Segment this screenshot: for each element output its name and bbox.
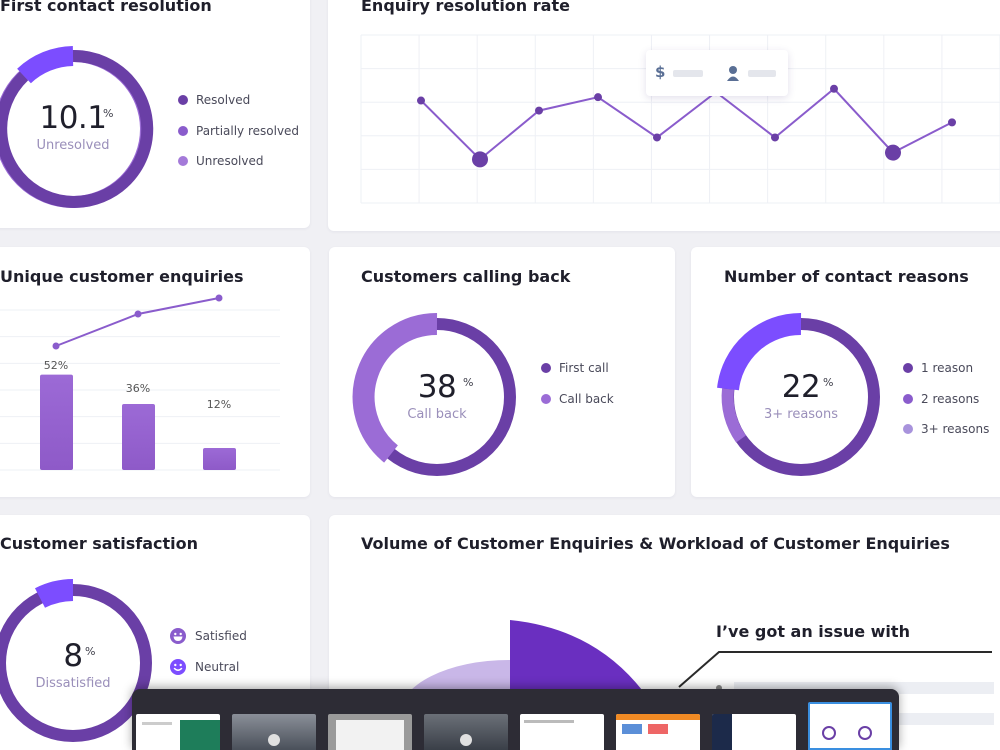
data-point: [830, 84, 838, 93]
data-point: [535, 106, 543, 115]
legend-item-first-call[interactable]: First call: [541, 353, 614, 384]
first-contact-center: 10.1 Unresolved: [13, 100, 133, 153]
calling-back-card: Customers calling back 38 Call back % Fi…: [329, 247, 675, 497]
cumulative-line: [55, 297, 220, 347]
calling-back-unit: %: [463, 376, 474, 389]
donut-resolved-segment: [0, 49, 154, 208]
legend-item-2-reasons[interactable]: 2 reasons: [903, 384, 989, 415]
tooltip-bar-2: [748, 70, 776, 77]
first-contact-card: First contact resolution 10.1 Unresolved…: [0, 0, 310, 228]
unique-enquiries-card: Unique customer enquiries 52% 36% 12%: [0, 247, 310, 497]
satisfaction-title: Customer satisfaction: [0, 534, 199, 553]
window-thumbnail-8-active[interactable]: [808, 702, 892, 750]
legend-item-neutral[interactable]: Neutral: [170, 652, 247, 683]
window-thumbnail-6[interactable]: [616, 714, 700, 750]
window-thumbnail-3[interactable]: [328, 714, 412, 750]
grin-icon: [170, 628, 186, 645]
legend-item-1-reason[interactable]: 1 reason: [903, 353, 989, 384]
donut-unresolved-segment: [17, 46, 74, 84]
first-contact-value: 10.1: [39, 100, 107, 136]
calling-back-donut: [352, 312, 516, 476]
cumulative-point: [134, 310, 142, 318]
dollar-icon: $: [655, 63, 666, 81]
user-icon: [727, 66, 739, 81]
cumulative-point: [52, 342, 60, 350]
legend-item-call-back[interactable]: Call back: [541, 384, 614, 415]
series-line: [420, 87, 953, 161]
bar: [203, 448, 236, 470]
first-contact-unit: %: [103, 107, 114, 120]
smile-icon: [170, 658, 186, 675]
window-thumbnail-7[interactable]: [712, 714, 796, 750]
donut-3-reasons-segment: [717, 312, 802, 391]
contact-reasons-value: 22: [781, 369, 821, 405]
calling-back-legend: First call Call back: [541, 353, 614, 414]
first-contact-donut: [0, 46, 154, 208]
first-contact-sublabel: Unresolved: [36, 138, 110, 153]
calling-back-center: 38 Call back: [377, 369, 497, 422]
enquiry-rate-title: Enquiry resolution rate: [361, 0, 570, 15]
window-thumbnail-2[interactable]: [232, 714, 316, 750]
window-thumbnail-4[interactable]: [424, 714, 508, 750]
enquiry-rate-chart: [360, 34, 1000, 204]
contact-reasons-legend: 1 reason 2 reasons 3+ reasons: [903, 353, 989, 445]
volume-title: Volume of Customer Enquiries & Workload …: [361, 534, 950, 553]
first-contact-legend: Resolved Partially resolved Unresolved: [178, 85, 299, 177]
cumulative-point: [215, 294, 223, 302]
legend-item-partially-resolved[interactable]: Partially resolved: [178, 116, 299, 147]
satisfaction-donut: [0, 579, 152, 742]
data-point: [771, 133, 779, 142]
bar-label-2: 36%: [125, 382, 151, 395]
data-point: [472, 151, 488, 168]
unique-enquiries-chart: [0, 294, 280, 471]
contact-reasons-center: 22 3+ reasons: [741, 369, 861, 422]
window-thumbnail-5[interactable]: [520, 714, 604, 750]
volume-callout-text: I’ve got an issue with: [716, 622, 910, 641]
bar: [40, 374, 73, 470]
data-point: [885, 144, 901, 161]
bar-label-3: 12%: [206, 398, 232, 411]
donut-call-back-segment: [352, 312, 438, 463]
donut-dissatisfied-segment: [34, 579, 74, 609]
callout-line: [678, 651, 992, 688]
calling-back-title: Customers calling back: [361, 267, 571, 286]
contact-reasons-title: Number of contact reasons: [724, 267, 969, 286]
satisfaction-unit: %: [85, 645, 96, 658]
contact-reasons-unit: %: [823, 376, 834, 389]
legend-item-satisfied[interactable]: Satisfied: [170, 621, 247, 652]
enquiry-rate-card: Enquiry resolution rate $: [328, 0, 1000, 231]
first-contact-title: First contact resolution: [0, 0, 212, 15]
chart-tooltip: $: [646, 50, 788, 96]
window-switcher: [132, 689, 899, 750]
donut-2-reasons-segment: [721, 388, 747, 443]
unique-enquiries-title: Unique customer enquiries: [0, 267, 244, 286]
tooltip-bar-1: [673, 70, 703, 77]
bar: [122, 404, 155, 470]
contact-reasons-sublabel: 3+ reasons: [763, 407, 839, 422]
data-point: [417, 96, 425, 105]
bar-label-1: 52%: [43, 359, 69, 372]
window-thumbnail-1[interactable]: [136, 714, 220, 750]
data-point: [653, 133, 661, 142]
satisfaction-legend: Satisfied Neutral: [170, 621, 247, 682]
contact-reasons-card: Number of contact reasons 22 3+ reasons …: [691, 247, 1000, 497]
legend-item-3-reasons[interactable]: 3+ reasons: [903, 414, 989, 445]
contact-reasons-donut: [717, 312, 880, 476]
calling-back-value: 38: [417, 369, 457, 405]
satisfaction-value: 8: [63, 638, 83, 674]
legend-item-unresolved[interactable]: Unresolved: [178, 146, 299, 177]
satisfaction-sublabel: Dissatisfied: [35, 676, 111, 691]
data-point: [948, 118, 956, 127]
data-point: [594, 93, 602, 102]
legend-item-resolved[interactable]: Resolved: [178, 85, 299, 116]
satisfaction-center: 8 Dissatisfied: [13, 638, 133, 691]
calling-back-sublabel: Call back: [407, 407, 467, 422]
